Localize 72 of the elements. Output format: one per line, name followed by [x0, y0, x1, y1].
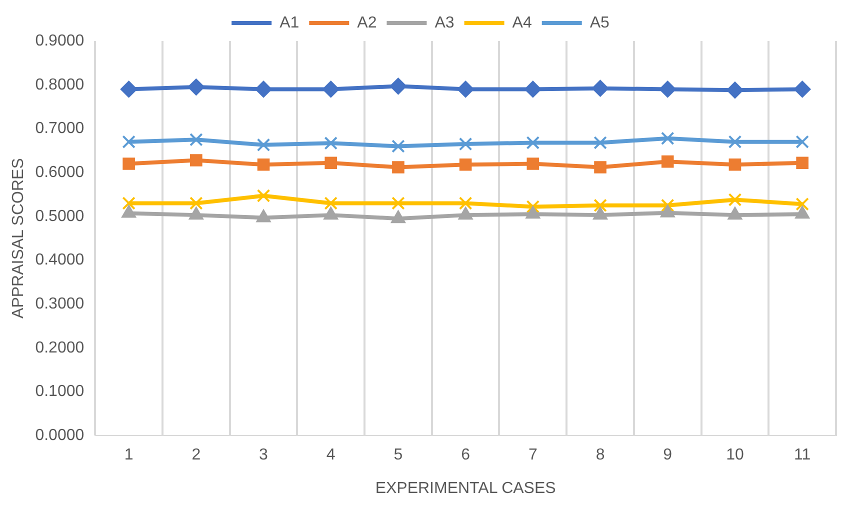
point — [257, 158, 270, 171]
point — [392, 196, 405, 210]
point — [190, 132, 203, 146]
legend-label: A1 — [280, 14, 300, 32]
point — [190, 196, 203, 210]
point — [659, 80, 676, 98]
point — [324, 156, 338, 170]
point — [728, 135, 742, 148]
x-tick-label: 9 — [663, 446, 672, 464]
legend-label: A2 — [357, 14, 377, 32]
legend-label: A4 — [512, 14, 532, 32]
point — [122, 135, 136, 148]
point — [526, 158, 540, 170]
point — [594, 161, 606, 174]
point — [256, 138, 270, 152]
y-tick-label: 0.4000 — [35, 252, 84, 269]
x-tick-label: 2 — [192, 446, 201, 464]
point — [526, 136, 540, 150]
point — [392, 161, 404, 174]
point — [457, 80, 474, 98]
y-tick-label: 0.0000 — [35, 427, 84, 444]
x-tick-label: 11 — [794, 446, 811, 464]
y-tick-label: 0.2000 — [35, 339, 84, 356]
point — [188, 78, 205, 96]
y-tick-label: 0.8000 — [35, 76, 84, 94]
point — [324, 196, 338, 210]
point — [592, 80, 609, 97]
x-axis-title: EXPERIMENTAL CASES — [375, 480, 556, 497]
x-tick-label: 6 — [461, 446, 470, 464]
x-tick-label: 4 — [326, 446, 336, 464]
x-tick-label: 1 — [124, 446, 134, 464]
point — [660, 198, 674, 212]
point — [122, 158, 135, 170]
point — [459, 158, 472, 171]
x-tick-label: 10 — [726, 446, 744, 464]
point — [122, 196, 136, 210]
point — [190, 154, 202, 166]
y-tick-label: 0.9000 — [35, 32, 84, 50]
point — [796, 156, 808, 170]
point — [526, 200, 540, 214]
x-tick-label: 7 — [528, 446, 538, 464]
y-axis-title: APPRAISAL SCORES — [10, 158, 28, 318]
y-tick-label: 0.1000 — [35, 383, 84, 400]
point — [796, 197, 809, 211]
point — [728, 193, 742, 206]
y-tick-label: 0.5000 — [35, 208, 84, 225]
y-tick-label: 0.3000 — [35, 295, 84, 312]
y-tick-label: 0.6000 — [35, 164, 84, 181]
point — [256, 189, 270, 202]
point — [322, 80, 340, 98]
point — [458, 137, 472, 151]
point — [255, 80, 272, 98]
point — [594, 198, 607, 212]
x-tick-label: 8 — [596, 446, 605, 464]
point — [594, 136, 607, 150]
point — [794, 80, 811, 98]
legend-label: A5 — [590, 14, 610, 32]
point — [524, 80, 542, 98]
point — [796, 135, 809, 148]
point — [324, 136, 338, 150]
point — [392, 140, 405, 153]
legend-label: A3 — [434, 14, 454, 32]
x-tick-label: 3 — [259, 446, 268, 464]
y-tick-label: 0.7000 — [35, 120, 84, 138]
point — [726, 82, 744, 99]
point — [660, 132, 674, 145]
point — [458, 196, 472, 210]
point — [728, 158, 742, 171]
point — [390, 78, 407, 95]
x-tick-label: 5 — [394, 446, 403, 464]
point — [120, 80, 138, 98]
point — [661, 155, 674, 168]
